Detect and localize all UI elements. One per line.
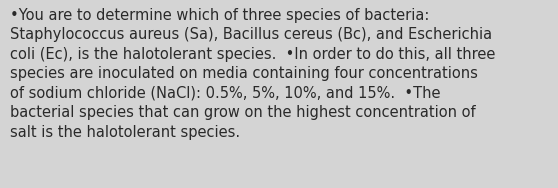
Text: •You are to determine which of three species of bacteria:
Staphylococcus aureus : •You are to determine which of three spe… — [10, 8, 496, 140]
